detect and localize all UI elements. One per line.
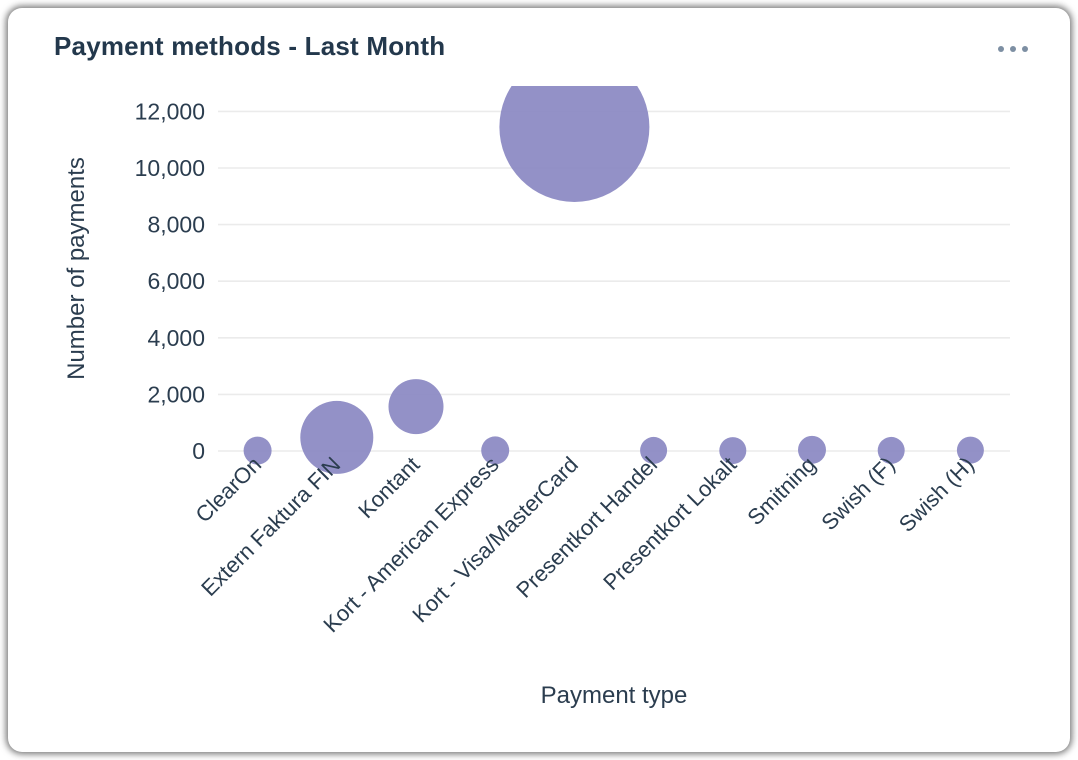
more-options-button[interactable] — [992, 38, 1034, 60]
bubble-swish-h-[interactable] — [956, 436, 984, 464]
x-tick-label: Presentkort Handel — [511, 452, 662, 603]
bubble-extern-faktura-fin[interactable] — [300, 400, 374, 474]
x-tick-label: Presentkort Lokalt — [598, 452, 741, 595]
bubble-presentkort-handel[interactable] — [640, 436, 668, 464]
x-tick-label: Smitning — [742, 452, 820, 530]
bubble-kort-american-express[interactable] — [481, 436, 510, 465]
bubble-kontant[interactable] — [388, 379, 444, 435]
y-tick-label: 2,000 — [147, 381, 205, 407]
bubble-chart: 0 2,000 4,000 6,000 8,000 10,000 12,000 ClearOn… — [8, 8, 1070, 752]
y-tick-label: 0 — [192, 438, 205, 464]
x-tick-label: Extern Faktura FIN — [196, 452, 345, 601]
y-tick-label: 8,000 — [147, 212, 205, 238]
y-tick-label: 12,000 — [135, 98, 205, 124]
bubble-clearon[interactable] — [243, 436, 272, 465]
bubble-kort-visa-mastercard[interactable] — [499, 52, 650, 202]
y-tick-label: 4,000 — [147, 325, 205, 351]
y-tick-label: 6,000 — [147, 268, 205, 294]
chart-card: Payment methods - Last Month 0 2,000 4,000… — [8, 8, 1070, 752]
x-tick-label: Swish (F) — [816, 452, 899, 535]
bubble-chart-svg: 02,0004,0006,0008,00010,00012,000ClearOn… — [63, 52, 1010, 709]
x-tick-label: Swish (H) — [894, 452, 979, 537]
chart-card-header: Payment methods - Last Month — [54, 30, 1034, 74]
chart-title: Payment methods - Last Month — [54, 31, 446, 61]
bubble-presentkort-lokalt[interactable] — [719, 437, 747, 465]
bubble-smitning[interactable] — [798, 435, 826, 464]
ellipsis-icon — [998, 46, 1028, 52]
bubble-swish-f-[interactable] — [877, 436, 905, 464]
x-axis-title: Payment type — [541, 682, 688, 709]
x-tick-label: Kontant — [353, 452, 424, 523]
y-axis-title: Number of payments — [63, 157, 90, 380]
y-tick-label: 10,000 — [135, 155, 205, 181]
